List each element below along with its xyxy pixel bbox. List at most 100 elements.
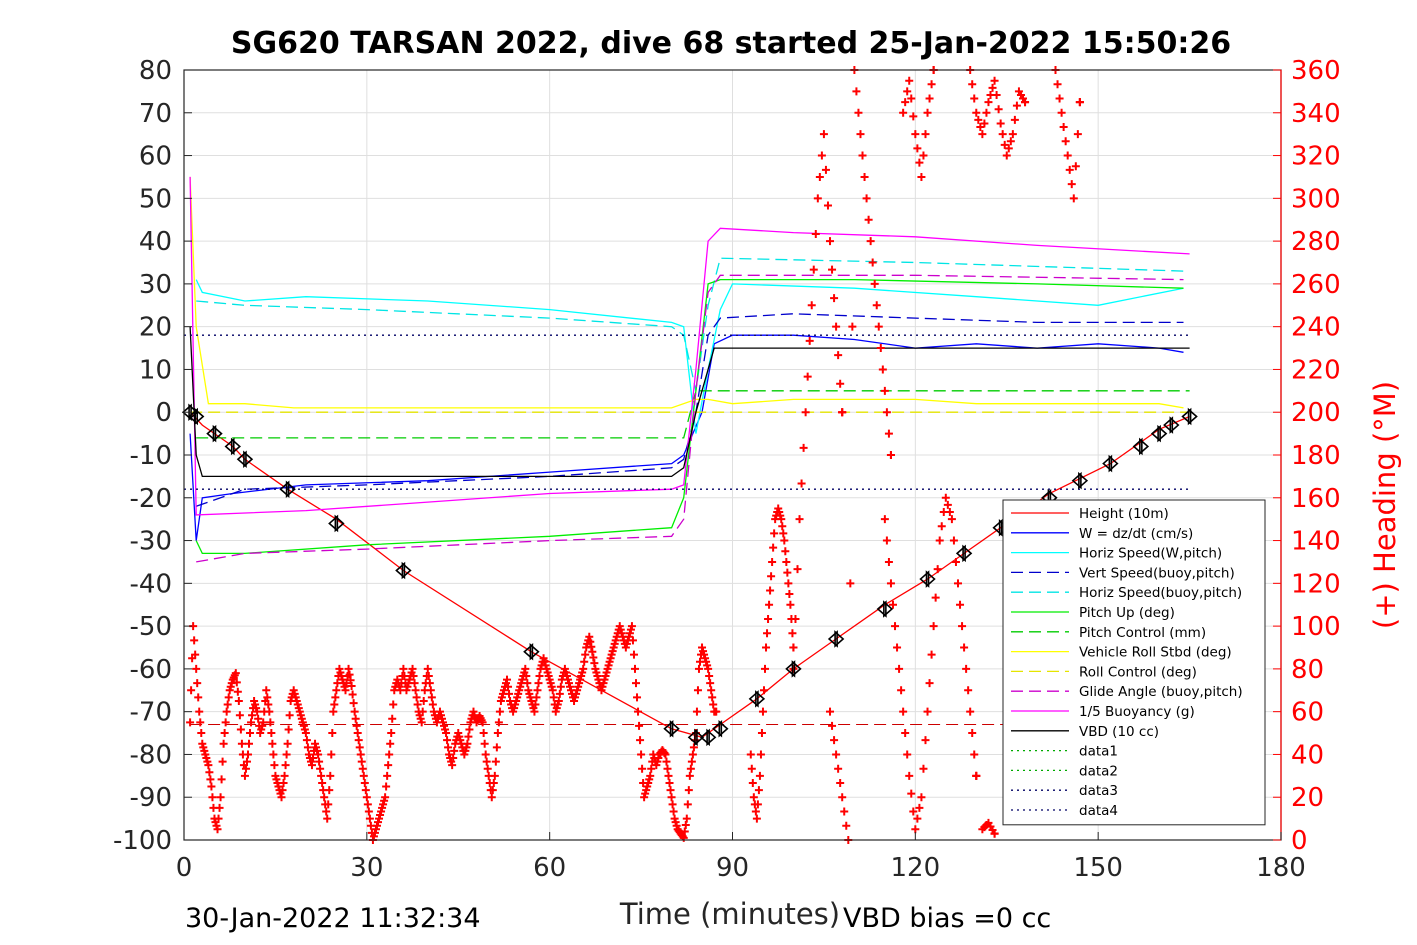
heading-point: [215, 803, 224, 812]
series-line-6: [196, 390, 1190, 439]
heading-point: [915, 803, 924, 812]
heading-point: [208, 793, 217, 802]
heading-point: [382, 782, 391, 791]
heading-point: [357, 757, 366, 766]
left-y-tick-label: -60: [130, 655, 172, 685]
right-y-tick-label: 280: [1291, 227, 1341, 257]
heading-point: [834, 764, 843, 773]
legend-label: W = dz/dt (cm/s): [1079, 526, 1193, 542]
heading-point: [450, 746, 459, 755]
legend-label: VBD (10 cc): [1079, 724, 1159, 740]
heading-point: [1063, 151, 1072, 160]
left-y-tick-label: -20: [130, 484, 172, 514]
heading-point: [783, 568, 792, 577]
heading-point: [231, 669, 240, 678]
heading-point: [534, 679, 543, 688]
legend-label: Pitch Control (mm): [1079, 625, 1206, 641]
heading-point: [427, 693, 436, 702]
heading-point: [280, 771, 289, 780]
right-y-axis: 0 20 40 60 80 100 120 140 160 180 200 220 240 260 280 3…: [1273, 56, 1341, 856]
heading-point: [884, 557, 893, 566]
heading-point: [322, 807, 331, 816]
heading-point: [830, 736, 839, 745]
heading-point: [972, 108, 981, 117]
heading-point: [966, 707, 975, 716]
heading-point: [389, 700, 398, 709]
heading-point: [589, 653, 598, 662]
legend-label: Vert Speed(buoy,pitch): [1079, 565, 1235, 581]
heading-point: [303, 743, 312, 752]
heading-point: [945, 508, 954, 517]
heading-point: [809, 265, 818, 274]
heading-point: [204, 761, 213, 770]
heading-point: [943, 500, 952, 509]
heading-point: [923, 707, 932, 716]
direction-marker-right: [401, 561, 412, 580]
heading-point: [205, 768, 214, 777]
heading-point: [206, 775, 215, 784]
heading-point: [328, 729, 337, 738]
heading-point: [488, 786, 497, 795]
direction-marker-left: [699, 728, 710, 747]
heading-point: [897, 686, 906, 695]
heading-point: [923, 108, 932, 117]
series-line-1: [189, 334, 1184, 541]
heading-point: [236, 725, 245, 734]
heading-point: [830, 294, 839, 303]
left-y-tick-label: -90: [130, 783, 172, 813]
left-y-tick-label: -50: [130, 612, 172, 642]
heading-point: [842, 821, 851, 830]
heading-point: [362, 793, 371, 802]
direction-marker-right: [1169, 416, 1180, 434]
heading-point: [356, 750, 365, 759]
direction-marker-right: [755, 690, 766, 708]
heading-point: [888, 600, 897, 609]
heading-point: [418, 707, 427, 716]
heading-point: [444, 743, 453, 752]
heading-point: [755, 771, 764, 780]
heading-point: [531, 700, 540, 709]
direction-marker-left: [395, 561, 406, 580]
heading-point: [1004, 144, 1013, 153]
left-y-tick-label: -100: [113, 826, 172, 856]
heading-point: [840, 807, 849, 816]
heading-point: [707, 686, 716, 695]
heading-point: [629, 650, 638, 659]
heading-point: [248, 711, 257, 720]
heading-point: [927, 650, 936, 659]
heading-point: [712, 707, 721, 716]
heading-point: [838, 793, 847, 802]
heading-series: [186, 66, 1084, 844]
heading-point: [344, 664, 353, 673]
heading-point: [960, 643, 969, 652]
heading-point: [815, 172, 824, 181]
heading-point: [270, 761, 279, 770]
direction-marker-left: [919, 570, 930, 588]
heading-point: [761, 664, 770, 673]
right-y-tick-label: 340: [1291, 99, 1341, 129]
heading-point: [848, 322, 857, 331]
heading-point: [194, 693, 203, 702]
heading-point: [364, 807, 373, 816]
legend-label: Height (10m): [1079, 506, 1169, 522]
heading-point: [523, 679, 532, 688]
heading-point: [704, 664, 713, 673]
heading-point: [218, 757, 227, 766]
heading-point: [266, 718, 275, 727]
heading-point: [219, 739, 228, 748]
heading-point: [828, 265, 837, 274]
heading-point: [927, 80, 936, 89]
heading-point: [895, 664, 904, 673]
heading-point: [479, 729, 488, 738]
direction-marker-left: [1102, 454, 1113, 473]
heading-point: [935, 536, 944, 545]
heading-point: [793, 565, 802, 574]
heading-point: [190, 636, 199, 645]
heading-point: [425, 679, 434, 688]
heading-point: [754, 786, 763, 795]
heading-point: [689, 743, 698, 752]
direction-marker-left: [663, 720, 674, 738]
heading-point: [301, 729, 310, 738]
heading-point: [746, 750, 755, 759]
heading-point: [245, 739, 254, 748]
